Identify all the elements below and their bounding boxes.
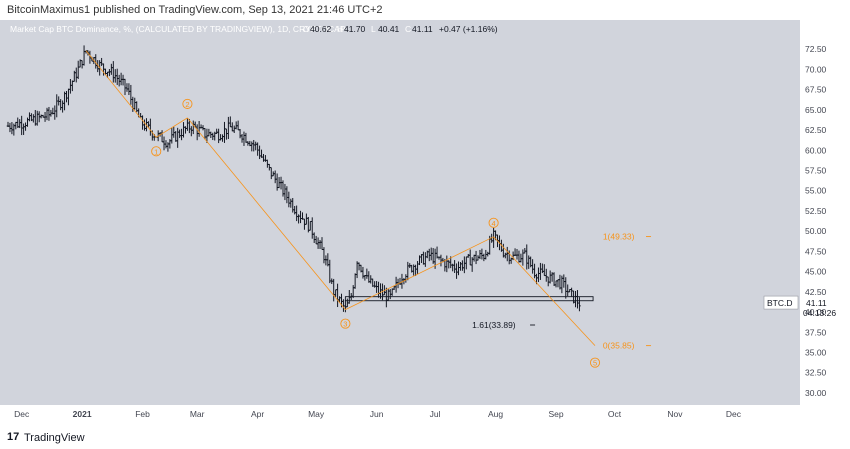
x-tick-label: Jun [370,409,384,419]
wave-labels: 1 2 3 4 5 [151,98,601,368]
wave-label-5: 5 [593,359,597,368]
ohlc-value-o: 40.62 [310,24,332,34]
wave-label-2: 2 [185,100,189,109]
y-tick-label: 55.00 [805,186,827,196]
ohlc-key-c: C [405,24,411,34]
publisher-bar: BitcoinMaximus1 published on TradingView… [0,0,850,20]
legend: Market Cap BTC Dominance, %, (CALCULATED… [10,24,498,34]
x-tick-label: Oct [608,409,622,419]
y-tick-label: 32.50 [805,368,827,378]
x-tick-label: Nov [667,409,683,419]
footer: 17 TradingView [0,427,850,449]
last-price-value: 41.11 [806,298,827,308]
y-tick-label: 47.50 [805,246,827,256]
ohlc-values: O 40.62 H 41.70 L 40.41 C 41.11 +0.47 (+1.16%) [303,24,498,34]
wave-label-circle [488,217,499,228]
ohlc-value-c: 41.11 [412,24,433,34]
wave-segment [345,236,494,310]
btc-dominance-chart[interactable]: Market Cap BTC Dominance, %, (CALCULATED… [0,20,850,427]
ohlc-key-o: O [303,24,310,34]
y-tick-label: 40.00 [805,307,827,317]
ohlc-value-l: 40.41 [378,24,400,34]
wave-label-circle [589,357,601,368]
wave-label-circle [151,146,162,157]
wave-lines [85,50,596,346]
publisher-text: BitcoinMaximus1 published on TradingView… [7,4,383,16]
y-tick-label: 45.00 [805,267,827,277]
wave-label-1: 1 [154,147,158,156]
tradingview-logo-icon: 17 [7,431,20,443]
wave-segment [187,117,346,310]
x-tick-label: Sep [548,409,563,419]
x-tick-label: May [308,409,325,419]
x-tick-label: Apr [251,409,264,419]
ohlc-value-chg: +0.47 (+1.16%) [439,24,498,34]
tradingview-brand: TradingView [24,432,85,444]
y-tick-label: 70.00 [805,64,827,74]
y-tick-label: 62.50 [805,125,827,135]
x-tick-label: Dec [726,409,742,419]
ohlc-key-l: L [371,24,376,34]
wave-segment [85,50,157,138]
plot-area[interactable] [0,20,800,405]
y-tick-label: 57.50 [805,165,827,175]
y-tick-label: 50.00 [805,226,827,236]
wave-label-circle [340,318,351,329]
y-tick-label: 35.00 [805,348,827,358]
ohlc-value-h: 41.70 [344,24,366,34]
wave-label-3: 3 [343,320,347,329]
y-axis-ticks: 72.50 70.00 67.50 65.00 62.50 60.00 57.50 55.00… [805,44,827,398]
symbol-tag-box [763,295,799,310]
x-tick-label: 2021 [73,409,92,419]
support-rectangle [344,296,594,302]
fib-levels: 1(49.33) 0(35.85) 1.61(33.89) [472,232,652,351]
fib-level-label: 1.61(33.89) [472,320,516,330]
x-tick-label: Mar [190,409,205,419]
candle-countdown: 04:13:26 [803,308,836,318]
y-tick-label: 67.50 [805,85,827,95]
price-bars [6,45,581,313]
y-tick-label: 52.50 [805,206,827,216]
y-tick-label: 65.00 [805,105,827,115]
ohlc-key-h: H [337,24,343,34]
fib-level-label: 1(49.33) [603,232,635,242]
wave-label-4: 4 [492,219,496,228]
wave-segment [493,236,596,346]
y-tick-label: 72.50 [805,44,827,54]
x-tick-label: Aug [488,409,503,419]
wave-label-circle [182,98,193,109]
fib-level-label: 0(35.85) [603,341,635,351]
support-zone [344,296,594,302]
time-axis[interactable] [0,405,800,427]
x-axis-ticks: Dec 2021 Feb Mar Apr May Jun Jul Aug Sep Oct Nov Dec [14,409,742,419]
price-axis[interactable] [800,20,850,427]
y-tick-label: 37.50 [805,327,827,337]
y-tick-label: 30.00 [805,388,827,398]
y-tick-label: 60.00 [805,145,827,155]
wave-segment [156,117,188,138]
x-tick-label: Dec [14,409,30,419]
symbol-tag-text: BTC.D [767,298,793,308]
chart-title: Market Cap BTC Dominance, %, (CALCULATED… [10,24,346,34]
x-tick-label: Jul [430,409,441,419]
x-tick-label: Feb [135,409,150,419]
y-tick-label: 42.50 [805,287,827,297]
chart-container: Market Cap BTC Dominance, %, (CALCULATED… [0,20,850,427]
